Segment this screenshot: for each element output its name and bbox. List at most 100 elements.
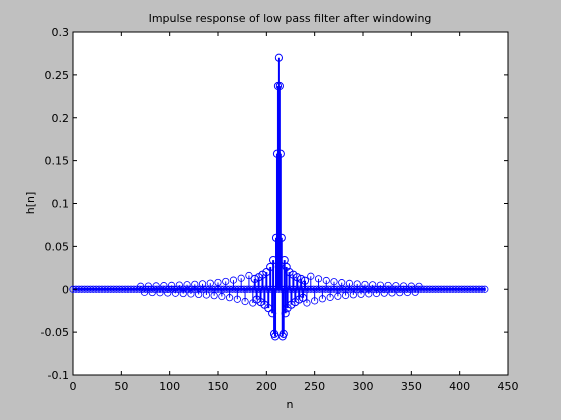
baseline-marker (231, 285, 239, 293)
baseline-marker (107, 285, 115, 293)
sidelobe-marker (191, 280, 199, 288)
baseline-marker (173, 285, 181, 293)
baseline-marker (197, 285, 205, 293)
sidelobe-marker (303, 299, 311, 307)
sidelobe-marker (372, 289, 381, 298)
baseline-marker (466, 285, 474, 293)
x-tick-label: 250 (304, 380, 325, 393)
sidelobe-marker (198, 280, 207, 288)
sidelobe-marker (171, 289, 180, 297)
sidelobe-marker (137, 282, 145, 290)
sidelobe-marker (179, 289, 187, 298)
baseline-marker (370, 285, 379, 293)
baseline-marker (426, 285, 434, 293)
baseline-marker (455, 285, 463, 293)
stem-marker (270, 332, 280, 341)
baseline-marker (101, 285, 109, 293)
sidelobe-marker (214, 278, 222, 287)
baseline-marker (185, 285, 193, 293)
sidelobe-marker (322, 276, 330, 285)
sidelobe-marker (233, 295, 241, 303)
baseline-marker (312, 285, 321, 293)
baseline-marker (89, 285, 97, 293)
stem-marker (275, 81, 284, 91)
stem-marker (298, 293, 308, 302)
sidelobe-marker (241, 297, 249, 306)
sidelobe-marker (311, 297, 319, 305)
baseline-marker (475, 285, 483, 293)
x-tick-label: 300 (353, 380, 374, 393)
sidelobe-marker (330, 278, 338, 286)
sidelobe-marker (403, 288, 412, 297)
baseline-marker (481, 285, 489, 293)
baseline-marker (118, 285, 126, 293)
sidelobe-marker (353, 280, 361, 288)
baseline-marker (124, 285, 132, 293)
sidelobe-marker (140, 288, 149, 296)
sidelobe-marker (148, 288, 156, 297)
sidelobe-marker (341, 291, 350, 300)
baseline-marker (130, 285, 138, 293)
sidelobe-marker (318, 295, 326, 303)
y-tick-label: 0.05 (45, 240, 70, 253)
y-tick-label: 0.15 (45, 155, 70, 168)
baseline-marker (440, 285, 448, 293)
x-tick-label: 150 (208, 380, 229, 393)
sidelobe-marker (237, 274, 245, 282)
baseline-marker (452, 285, 460, 293)
sidelobe-marker (195, 290, 203, 299)
x-tick-label: 200 (256, 380, 277, 393)
baseline-marker (112, 285, 121, 293)
y-tick-label: -0.1 (48, 369, 69, 382)
baseline-marker (382, 285, 390, 293)
sidelobe-marker (369, 281, 377, 289)
baseline-marker (121, 285, 129, 293)
baseline-marker (95, 285, 103, 293)
sidelobe-marker (144, 282, 152, 290)
sidelobe-marker (415, 282, 423, 290)
sidelobe-marker (210, 292, 218, 300)
baseline-marker (92, 285, 100, 293)
baseline-marker (359, 285, 367, 293)
sidelobe-marker (222, 277, 230, 286)
baseline-marker (220, 285, 228, 293)
baseline-marker (449, 285, 457, 293)
baseline-marker (104, 285, 112, 293)
baseline-marker (428, 285, 437, 293)
x-axis-label: n (287, 398, 294, 411)
y-tick-label: -0.05 (41, 326, 69, 339)
baseline-marker (457, 285, 466, 293)
stem-marker (276, 149, 285, 158)
sidelobe-marker (334, 292, 342, 300)
axis-ticks: 0 50 100 150 200 250 300 350 400 450 -0.1 -0.05 0 0.0… (41, 26, 519, 393)
baseline-marker (472, 285, 480, 293)
stem-marker (297, 274, 306, 284)
sidelobe-marker (152, 282, 160, 290)
baseline-marker (443, 285, 451, 293)
x-tick-label: 50 (114, 380, 128, 393)
stem-marker (281, 309, 290, 318)
sidelobe-marker (229, 276, 238, 284)
baseline-marker (243, 285, 251, 293)
sidelobe-marker (175, 281, 183, 289)
x-tick-label: 400 (449, 380, 470, 393)
y-tick-label: 0.2 (52, 112, 70, 125)
y-tick-label: 0.1 (52, 198, 70, 211)
baseline-marker (434, 285, 442, 293)
sidelobe-marker (376, 281, 384, 289)
baseline-marker (423, 285, 431, 293)
stem-marker (293, 273, 302, 282)
baseline-marker (463, 285, 471, 293)
baseline-marker (86, 285, 95, 293)
sidelobe-marker (338, 279, 346, 287)
x-tick-label: 450 (498, 380, 519, 393)
y-tick-label: 0.3 (52, 26, 70, 39)
y-tick-label: 0.25 (45, 69, 70, 82)
baseline-marker (115, 285, 124, 293)
sidelobe-marker (357, 290, 365, 298)
sidelobe-marker (206, 279, 214, 287)
x-tick-label: 350 (401, 380, 422, 393)
baseline-marker (394, 285, 402, 293)
stem-marker (274, 53, 283, 62)
